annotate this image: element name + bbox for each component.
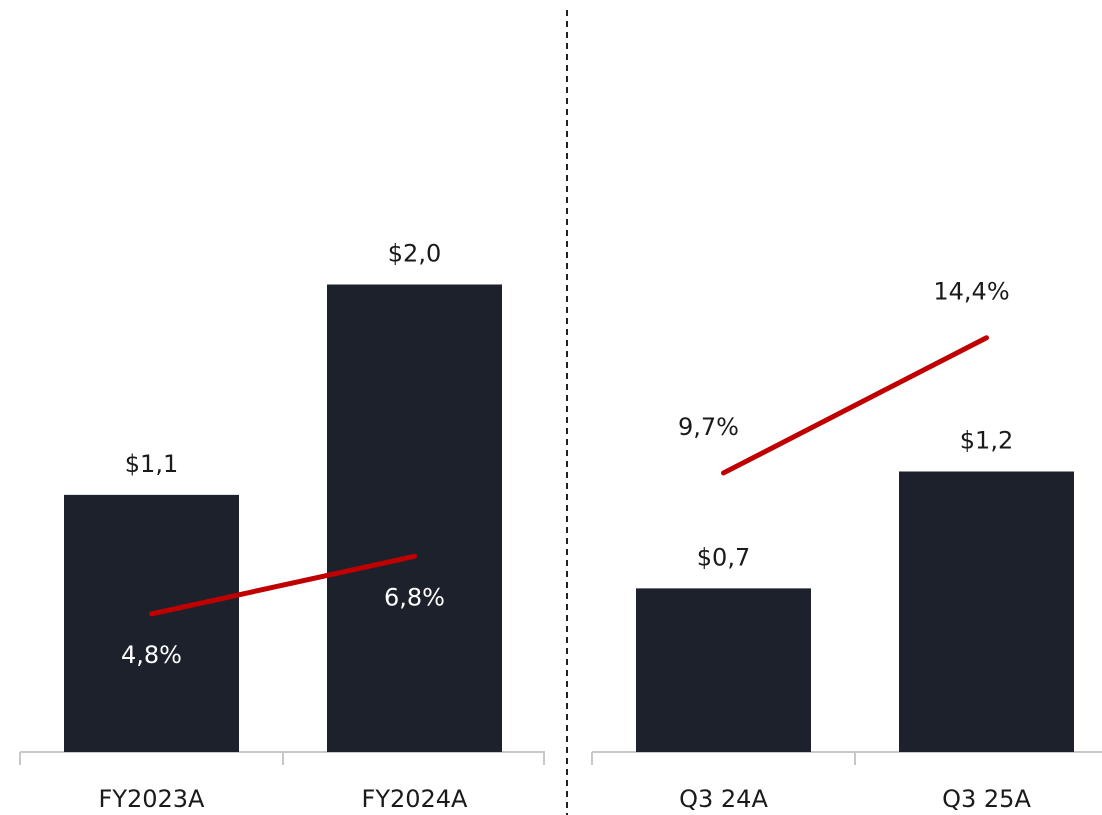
- x-tick-label: Q3 24A: [679, 785, 768, 813]
- bar: [327, 284, 502, 752]
- line-label: 6,8%: [384, 583, 445, 611]
- line: [149, 553, 417, 617]
- x-tick-label: Q3 25A: [942, 785, 1031, 813]
- line-label: 9,7%: [678, 413, 739, 441]
- bar: [636, 588, 811, 752]
- bar-label: $1,1: [125, 450, 178, 478]
- line-label: 14,4%: [933, 278, 1009, 306]
- bar-label: $2,0: [388, 240, 441, 268]
- bar: [64, 494, 239, 752]
- bar-label: $0,7: [697, 543, 750, 571]
- x-tick-label: FY2024A: [362, 785, 469, 813]
- bar: [899, 471, 1074, 752]
- line-label: 4,8%: [121, 641, 182, 669]
- x-tick-label: FY2023A: [99, 785, 206, 813]
- line: [721, 335, 989, 476]
- bar-label: $1,2: [960, 427, 1013, 455]
